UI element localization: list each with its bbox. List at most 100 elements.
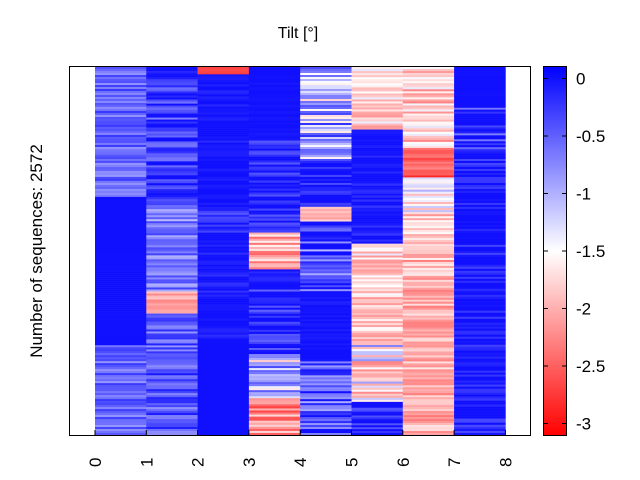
heatmap-cell xyxy=(95,198,147,202)
heatmap-cell xyxy=(300,227,352,230)
heatmap-cell xyxy=(197,170,250,174)
heatmap-cell xyxy=(402,71,455,74)
heatmap-cell xyxy=(248,194,301,197)
heatmap-cell xyxy=(300,239,352,242)
heatmap-cell xyxy=(146,307,198,310)
heatmap-cell xyxy=(146,75,198,78)
heatmap-cell xyxy=(454,354,506,357)
heatmap-cell xyxy=(146,261,198,264)
heatmap-cell xyxy=(351,195,404,198)
heatmap-cell xyxy=(454,200,506,204)
heatmap-cell xyxy=(146,155,198,158)
heatmap-cell xyxy=(300,365,352,368)
heatmap-cell xyxy=(454,107,506,111)
heatmap-cell xyxy=(197,412,250,416)
heatmap-cell xyxy=(300,295,352,298)
heatmap-cell xyxy=(197,152,250,155)
heatmap-cell xyxy=(454,186,506,190)
heatmap-cell xyxy=(146,263,198,266)
heatmap-cell xyxy=(402,131,455,135)
heatmap-cell xyxy=(197,356,250,360)
heatmap-cell xyxy=(454,274,506,278)
x-tick-label-0: 0 xyxy=(86,458,105,467)
heatmap-cell xyxy=(146,321,198,324)
heatmap-cell xyxy=(454,230,506,234)
heatmap-cell xyxy=(95,164,147,168)
heatmap-cell xyxy=(300,329,352,332)
heatmap-cell xyxy=(454,278,506,282)
heatmap-cell xyxy=(454,75,506,78)
heatmap-cell xyxy=(146,205,198,208)
heatmap-cell xyxy=(351,311,404,314)
heatmap-cell xyxy=(454,424,506,428)
heatmap-cell xyxy=(300,281,352,284)
heatmap-cell xyxy=(248,390,301,393)
heatmap-cell xyxy=(95,172,147,176)
heatmap-cell xyxy=(248,364,301,367)
heatmap-cell xyxy=(95,243,147,246)
heatmap-cell xyxy=(454,298,506,302)
heatmap-cell xyxy=(351,309,404,312)
heatmap-cell xyxy=(95,329,147,332)
heatmap-cell xyxy=(146,315,198,318)
heatmap-cell xyxy=(402,253,455,257)
heatmap-cell xyxy=(146,291,198,294)
heatmap-cell xyxy=(454,270,506,274)
heatmap-cell xyxy=(402,367,455,370)
heatmap-cell xyxy=(454,198,506,202)
heatmap-cell xyxy=(248,228,301,231)
heatmap-cell xyxy=(248,150,301,153)
heatmap-cell xyxy=(197,160,250,163)
heatmap-cell xyxy=(454,260,506,264)
heatmap-cell xyxy=(146,331,198,334)
heatmap-cell xyxy=(454,284,506,288)
heatmap-cell xyxy=(402,269,455,273)
heatmap-cell xyxy=(146,169,198,172)
heatmap-cell xyxy=(402,255,455,259)
heatmap-cell xyxy=(402,419,455,422)
heatmap-cell xyxy=(146,247,198,250)
heatmap-cell xyxy=(351,373,404,376)
heatmap-cell xyxy=(351,275,404,278)
heatmap-cell xyxy=(248,420,301,424)
heatmap-cell xyxy=(454,322,506,326)
heatmap-cell xyxy=(351,207,404,210)
heatmap-cell xyxy=(454,368,506,371)
heatmap-cell xyxy=(300,206,352,210)
heatmap-cell xyxy=(197,96,250,99)
heatmap-cell xyxy=(300,170,352,174)
heatmap-cell xyxy=(146,215,198,218)
heatmap-cell xyxy=(248,118,301,122)
heatmap-cell xyxy=(146,229,198,232)
heatmap-cell xyxy=(146,133,198,136)
heatmap-cell xyxy=(95,220,147,224)
heatmap-cell xyxy=(248,402,301,405)
heatmap-cell xyxy=(95,71,147,74)
heatmap-cell xyxy=(454,318,506,322)
heatmap-cell xyxy=(95,206,147,210)
heatmap-cell xyxy=(300,223,352,226)
heatmap-cell xyxy=(146,271,198,274)
heatmap-cell xyxy=(402,333,455,336)
heatmap-cell xyxy=(454,406,506,409)
heatmap-cell xyxy=(351,183,404,186)
heatmap-cell xyxy=(197,252,250,255)
heatmap-cell xyxy=(454,418,506,421)
heatmap-cell xyxy=(146,343,198,346)
heatmap-cell xyxy=(300,225,352,228)
heatmap-cell xyxy=(146,225,198,228)
heatmap-cell xyxy=(402,383,455,386)
heatmap-cell xyxy=(351,379,404,382)
heatmap-cell xyxy=(300,198,352,202)
heatmap-cell xyxy=(248,424,301,428)
heatmap-cell xyxy=(454,326,506,330)
heatmap-cell xyxy=(95,433,147,436)
heatmap-cell xyxy=(300,393,352,396)
heatmap-cell xyxy=(197,340,250,343)
heatmap-cell xyxy=(197,230,250,233)
heatmap-cell xyxy=(402,173,455,176)
heatmap-cell xyxy=(197,368,250,372)
heatmap-cell xyxy=(454,166,506,170)
heatmap-cell xyxy=(351,397,404,401)
heatmap-cell xyxy=(454,218,506,222)
